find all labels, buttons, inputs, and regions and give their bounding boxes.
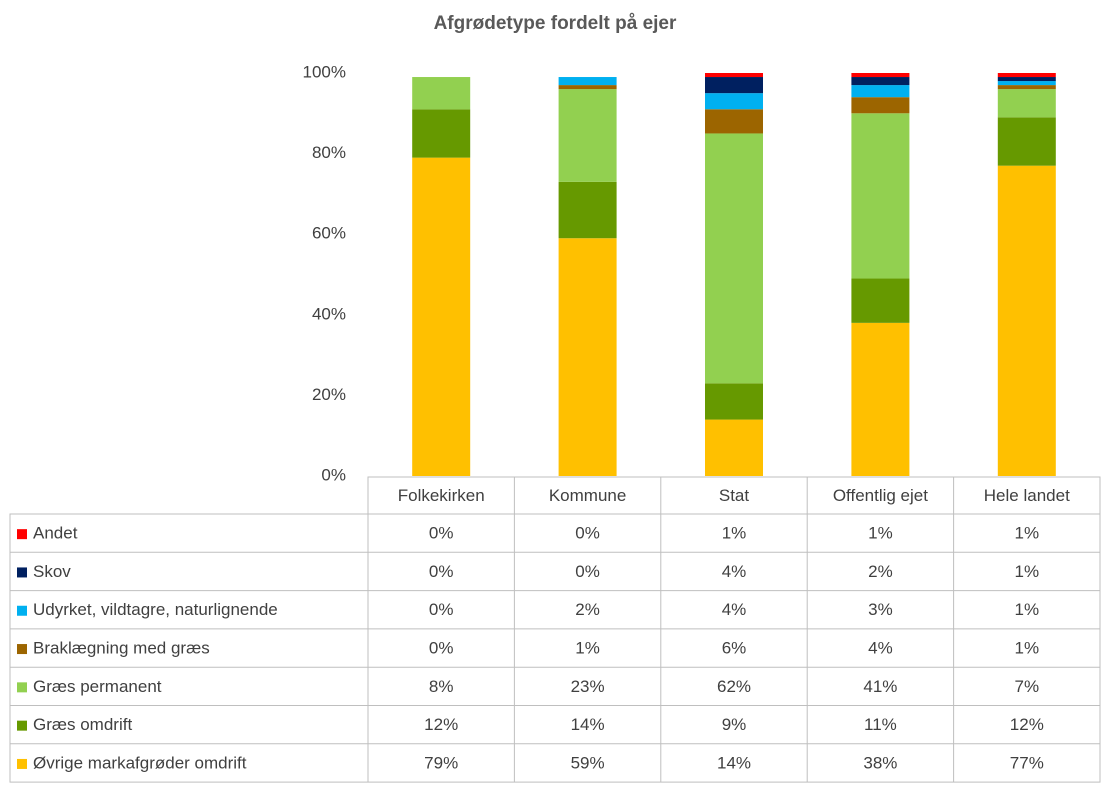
table-value: 14%	[571, 715, 605, 734]
legend-swatch	[17, 682, 27, 693]
bar-segment	[997, 165, 1056, 476]
table-value: 77%	[1010, 753, 1044, 772]
table-value: 4%	[722, 562, 747, 581]
category-label: Folkekirken	[398, 486, 485, 505]
table-value: 38%	[863, 753, 897, 772]
table-value: 2%	[868, 562, 893, 581]
bar-segment	[705, 383, 763, 420]
table-value: 1%	[868, 524, 893, 543]
table-value: 0%	[429, 639, 454, 658]
bar-segment	[851, 113, 910, 279]
table-value: 12%	[1010, 715, 1044, 734]
bar-segment	[705, 73, 763, 78]
category-label: Stat	[719, 486, 750, 505]
bar-segment	[851, 322, 910, 476]
bar-segment	[997, 81, 1056, 86]
category-label: Hele landet	[984, 486, 1070, 505]
bar-segment	[558, 89, 617, 182]
table-value: 1%	[1015, 639, 1040, 658]
table-value: 0%	[429, 524, 454, 543]
bar-segment	[851, 85, 910, 98]
bar-segment	[412, 77, 471, 110]
bar-segment	[558, 77, 617, 86]
category-label: Offentlig ejet	[833, 486, 928, 505]
table-value: 0%	[429, 562, 454, 581]
legend-label: Øvrige markafgrøder omdrift	[33, 753, 247, 772]
table-value: 14%	[717, 753, 751, 772]
bar-segment	[705, 109, 763, 134]
table-value: 0%	[575, 524, 600, 543]
bar-segment	[851, 73, 910, 78]
legend-label: Udyrket, vildtagre, naturlignende	[33, 600, 278, 619]
bar-segment	[997, 89, 1056, 118]
legend-label: Braklægning med græs	[33, 639, 210, 658]
legend-swatch	[17, 529, 27, 540]
chart-title: Afgrødetype fordelt på ejer	[434, 13, 677, 34]
y-tick-label: 40%	[312, 304, 346, 323]
table-value: 59%	[571, 753, 605, 772]
table-value: 12%	[424, 715, 458, 734]
table-body-border	[9, 513, 1101, 783]
y-tick-label: 20%	[312, 385, 346, 404]
legend-swatch	[17, 758, 27, 769]
bar-segment	[997, 117, 1056, 166]
table-value: 23%	[571, 677, 605, 696]
table-value: 1%	[1015, 600, 1040, 619]
bar-segment	[412, 109, 471, 158]
y-tick-label: 100%	[303, 62, 346, 81]
table-value: 4%	[722, 600, 747, 619]
table-value: 2%	[575, 600, 600, 619]
bar-segment	[412, 157, 471, 476]
bar-segment	[997, 77, 1056, 82]
bar-segment	[558, 181, 617, 239]
bar-segment	[558, 85, 617, 90]
table-value: 8%	[429, 677, 454, 696]
bar-segment	[705, 419, 763, 476]
table-value: 1%	[575, 639, 600, 658]
legend-swatch	[17, 644, 27, 655]
legend-label: Græs permanent	[33, 677, 162, 696]
bar-segment	[705, 77, 763, 94]
legend-swatch	[17, 720, 27, 731]
table-value: 79%	[424, 753, 458, 772]
bar-segment	[851, 97, 910, 114]
bar-segment	[558, 238, 617, 476]
bar-segment	[705, 133, 763, 384]
legend-label: Andet	[33, 524, 78, 543]
table-value: 6%	[722, 639, 747, 658]
table-value: 1%	[1015, 524, 1040, 543]
bar-segment	[851, 77, 910, 86]
table-value: 9%	[722, 715, 747, 734]
legend-label: Skov	[33, 562, 71, 581]
category-label: Kommune	[549, 486, 626, 505]
legend-label: Græs omdrift	[33, 715, 132, 734]
table-value: 11%	[864, 715, 897, 734]
table-value: 62%	[717, 677, 751, 696]
legend-swatch	[17, 605, 27, 616]
table-value: 1%	[1015, 562, 1040, 581]
table-value: 3%	[868, 600, 893, 619]
y-tick-label: 80%	[312, 143, 346, 162]
table-value: 0%	[575, 562, 600, 581]
table-value: 41%	[863, 677, 897, 696]
table-value: 1%	[722, 524, 747, 543]
y-tick-label: 0%	[321, 465, 346, 484]
table-value: 7%	[1015, 677, 1040, 696]
table-value: 0%	[429, 600, 454, 619]
table-value: 4%	[868, 639, 893, 658]
bar-segment	[851, 278, 910, 323]
legend-swatch	[17, 567, 27, 578]
bar-segment	[705, 93, 763, 110]
bar-segment	[997, 73, 1056, 78]
y-tick-label: 60%	[312, 224, 346, 243]
bar-segment	[997, 85, 1056, 90]
